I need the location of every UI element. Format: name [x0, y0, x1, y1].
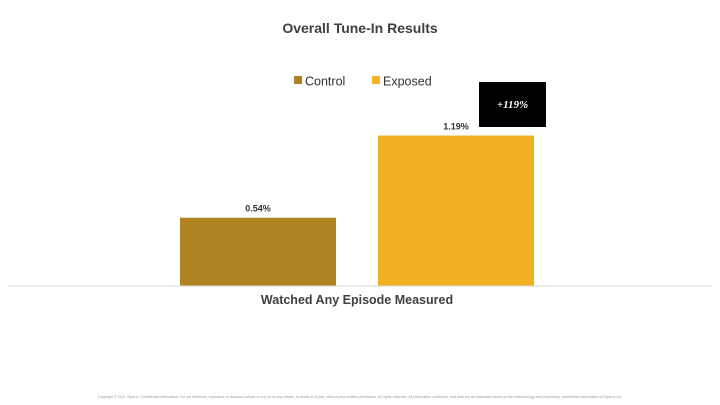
legend-label-control: Control [305, 75, 345, 89]
legend-swatch-exposed [372, 76, 380, 84]
legend-swatch-control [294, 76, 302, 84]
legend-label-exposed: Exposed [383, 75, 432, 89]
copyright-footer: Copyright © 2021 iSpot.tv. Confidential … [98, 395, 623, 399]
legend-item-control: Control [294, 75, 345, 89]
data-label-control: 0.54% [245, 204, 271, 214]
callout-box [479, 82, 546, 127]
bar-exposed [378, 135, 534, 286]
category-label: Watched Any Episode Measured [261, 293, 453, 307]
chart-title: Overall Tune-In Results [282, 20, 438, 36]
bar-control [180, 217, 336, 286]
plot-area: 0.54% 1.19% [180, 122, 534, 286]
legend: Control Exposed [294, 75, 432, 89]
data-label-exposed: 1.19% [443, 122, 469, 132]
legend-item-exposed: Exposed [372, 75, 432, 89]
callout: +119% [479, 82, 546, 127]
callout-label: +119% [497, 99, 528, 111]
